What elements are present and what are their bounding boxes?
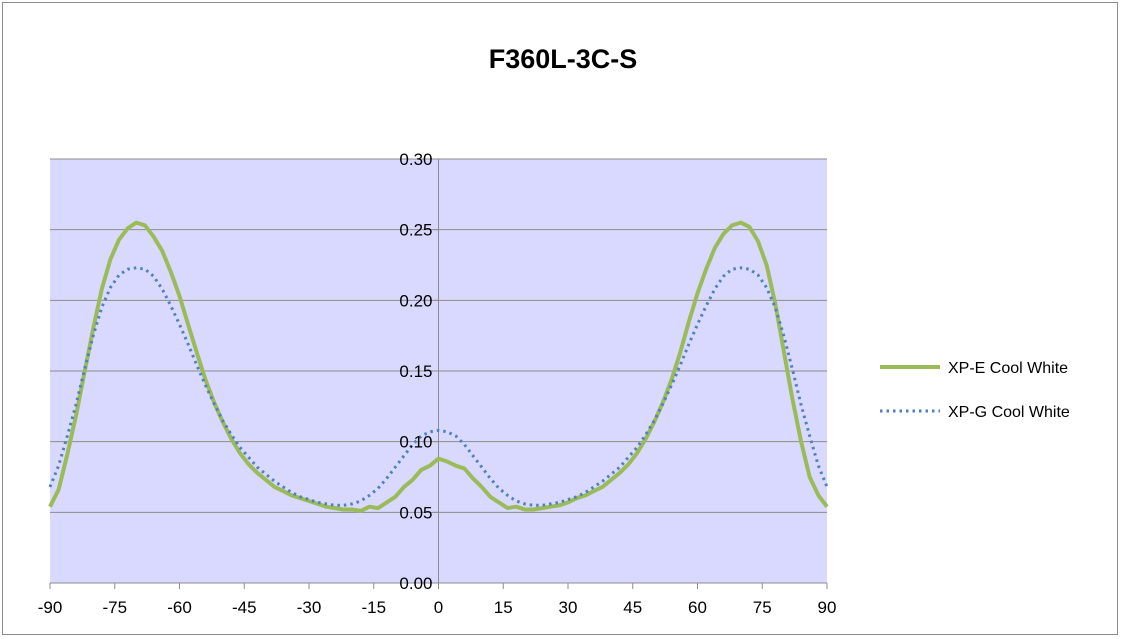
- y-tick-label: 0.10: [399, 433, 432, 452]
- series-line-xp-g-cool-white: [48, 266, 829, 507]
- x-tick-label: -75: [102, 598, 127, 617]
- axes: [49, 158, 828, 589]
- x-tick-label: -60: [167, 598, 192, 617]
- y-tick-label: 0.20: [399, 291, 432, 310]
- y-tick-label: 0.00: [399, 574, 432, 593]
- x-tick-label: -15: [361, 598, 386, 617]
- legend: XP-E Cool White XP-G Cool White: [880, 360, 1070, 421]
- y-tick-label: 0.05: [399, 503, 432, 522]
- series-line-xp-e-cool-white: [48, 220, 829, 513]
- x-tick-label: 90: [818, 598, 837, 617]
- legend-label: XP-E Cool White: [948, 360, 1068, 377]
- x-tick-label: 75: [753, 598, 772, 617]
- x-tick-label: 45: [623, 598, 642, 617]
- y-tick-label: 0.30: [399, 150, 432, 169]
- x-tick-label: -90: [38, 598, 63, 617]
- tick-labels: -90 -75 -60 -45 -30 -15 0 15 30 45 60 75 90 0.00 0.05 0…: [38, 150, 837, 617]
- y-tick-label: 0.25: [399, 221, 432, 240]
- x-tick-label: 0: [434, 598, 443, 617]
- x-tick-label: -45: [232, 598, 257, 617]
- series-layer: [48, 220, 829, 513]
- legend-label: XP-G Cool White: [948, 404, 1070, 421]
- x-tick-label: 15: [494, 598, 513, 617]
- chart-title: F360L-3C-S: [489, 44, 638, 74]
- x-tick-label: 30: [559, 598, 578, 617]
- x-tick-label: -30: [297, 598, 322, 617]
- y-tick-label: 0.15: [399, 362, 432, 381]
- x-tick-label: 60: [688, 598, 707, 617]
